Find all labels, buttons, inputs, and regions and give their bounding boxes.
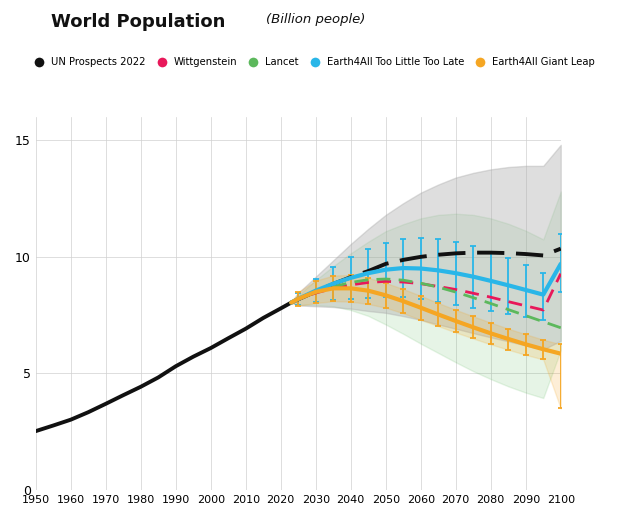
- Legend: UN Prospects 2022, Wittgenstein, Lancet, Earth4All Too Little Too Late, Earth4Al: UN Prospects 2022, Wittgenstein, Lancet,…: [25, 54, 599, 71]
- Text: World Population: World Population: [51, 13, 226, 31]
- Text: (Billion people): (Billion people): [266, 13, 366, 26]
